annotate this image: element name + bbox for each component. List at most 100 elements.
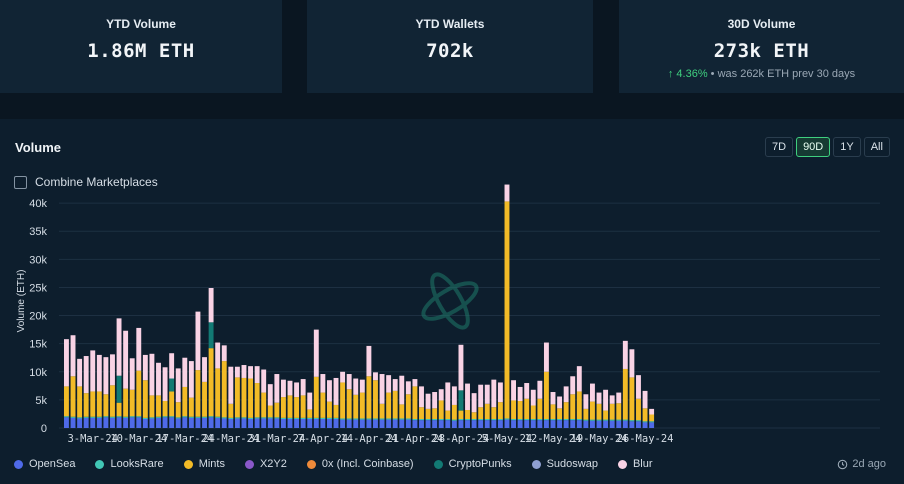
range-1y-button[interactable]: 1Y xyxy=(833,137,861,157)
legend-item[interactable]: 0x (Incl. Coinbase) xyxy=(306,458,414,470)
bar-segment xyxy=(83,416,89,418)
legend-swatch xyxy=(95,459,105,469)
bar-segment xyxy=(616,403,622,420)
bar-segment xyxy=(261,417,267,419)
bar-segment xyxy=(465,420,470,428)
bar-segment xyxy=(432,408,438,420)
bar-segment xyxy=(458,420,464,428)
bar-segment xyxy=(162,417,168,428)
bar-segment xyxy=(543,420,549,428)
bar-segment xyxy=(110,385,115,417)
bar-segment xyxy=(228,366,234,404)
bar-segment xyxy=(497,402,503,420)
range-7d-button[interactable]: 7D xyxy=(765,137,794,157)
bar-segment xyxy=(511,420,516,428)
bar-segment xyxy=(195,370,201,417)
bar-segment xyxy=(511,380,516,401)
legend-swatch xyxy=(244,459,254,469)
bar-segment xyxy=(543,419,549,421)
bar-segment xyxy=(110,417,115,428)
bar-segment xyxy=(149,395,155,418)
legend-item[interactable]: CryptoPunks xyxy=(433,458,512,470)
bar-segment xyxy=(77,417,83,419)
bar-segment xyxy=(123,388,129,417)
bar-segment xyxy=(603,420,609,428)
watermark-logo-icon xyxy=(421,272,479,330)
bar-segment xyxy=(491,419,497,421)
bar-segment xyxy=(497,419,503,421)
bar-segment xyxy=(96,354,102,392)
bar-segment xyxy=(202,381,207,417)
bar-segment xyxy=(517,419,523,421)
bar-segment xyxy=(425,408,431,420)
bar-segment xyxy=(307,392,313,410)
bar-segment xyxy=(504,419,510,428)
bar-segment xyxy=(234,417,240,419)
legend-item[interactable]: Blur xyxy=(617,458,653,470)
bar-segment xyxy=(228,419,234,428)
combine-marketplaces-toggle[interactable]: Combine Marketplaces xyxy=(14,175,158,189)
bar-segment xyxy=(96,391,102,417)
legend-item[interactable]: X2Y2 xyxy=(244,458,287,470)
bar-segment xyxy=(530,419,536,421)
bar-segment xyxy=(445,410,451,420)
bar-segment xyxy=(563,402,569,420)
30d-volume-card: 30D Volume 273k ETH ↑ 4.36% • was 262k E… xyxy=(619,0,904,93)
bar-segment xyxy=(64,417,69,428)
bar-segment xyxy=(412,386,418,420)
bar-segment xyxy=(300,379,306,396)
y-tick-label: 40k xyxy=(29,198,47,210)
legend-item[interactable]: OpenSea xyxy=(14,458,75,470)
bar-segment xyxy=(491,420,497,428)
bar-segment xyxy=(432,420,438,428)
y-tick-label: 20k xyxy=(29,311,47,323)
bar-segment xyxy=(438,419,444,421)
bar-segment xyxy=(366,419,372,428)
bar-segment xyxy=(504,418,510,420)
bar-segment xyxy=(478,420,484,428)
bar-segment xyxy=(471,412,477,420)
legend-item[interactable]: Sudoswap xyxy=(531,458,598,470)
bar-segment xyxy=(208,417,214,428)
bar-segment xyxy=(590,419,595,421)
bar-segment xyxy=(359,418,365,420)
bar-segment xyxy=(359,379,365,393)
bar-segment xyxy=(563,386,569,403)
bar-segment xyxy=(419,407,424,420)
bar-segment xyxy=(570,394,576,420)
bar-segment xyxy=(340,371,346,383)
bar-segment xyxy=(432,392,438,409)
bar-segment xyxy=(142,417,148,420)
bar-segment xyxy=(557,420,563,428)
bar-segment xyxy=(307,419,313,428)
bar-segment xyxy=(616,392,622,404)
bar-segment xyxy=(234,366,240,378)
bar-segment xyxy=(405,418,411,420)
bar-segment xyxy=(405,419,411,428)
bar-segment xyxy=(346,419,352,428)
bar-segment xyxy=(379,374,385,404)
bar-segment xyxy=(300,419,306,428)
bar-segment xyxy=(530,420,536,428)
bar-segment xyxy=(287,395,293,418)
bar-segment xyxy=(90,416,96,418)
bar-segment xyxy=(215,342,221,369)
bar-segment xyxy=(333,419,339,428)
bar-segment xyxy=(438,389,444,401)
bar-segment xyxy=(471,393,477,413)
legend-item[interactable]: Mints xyxy=(183,458,225,470)
bar-segment xyxy=(116,318,122,376)
bar-segment xyxy=(169,378,175,392)
bar-segment xyxy=(169,416,175,418)
legend-item[interactable]: LooksRare xyxy=(95,458,164,470)
x-tick-label: 19-May-24 xyxy=(571,433,628,445)
range-90d-button[interactable]: 90D xyxy=(796,137,831,157)
bar-segment xyxy=(484,384,490,404)
bar-segment xyxy=(576,420,582,428)
range-all-button[interactable]: All xyxy=(863,137,890,157)
bar-segment xyxy=(70,376,76,417)
last-updated-text: 2d ago xyxy=(852,458,886,470)
bar-segment xyxy=(103,416,109,418)
combine-marketplaces-checkbox[interactable] xyxy=(14,175,27,189)
bar-segment xyxy=(609,419,615,421)
